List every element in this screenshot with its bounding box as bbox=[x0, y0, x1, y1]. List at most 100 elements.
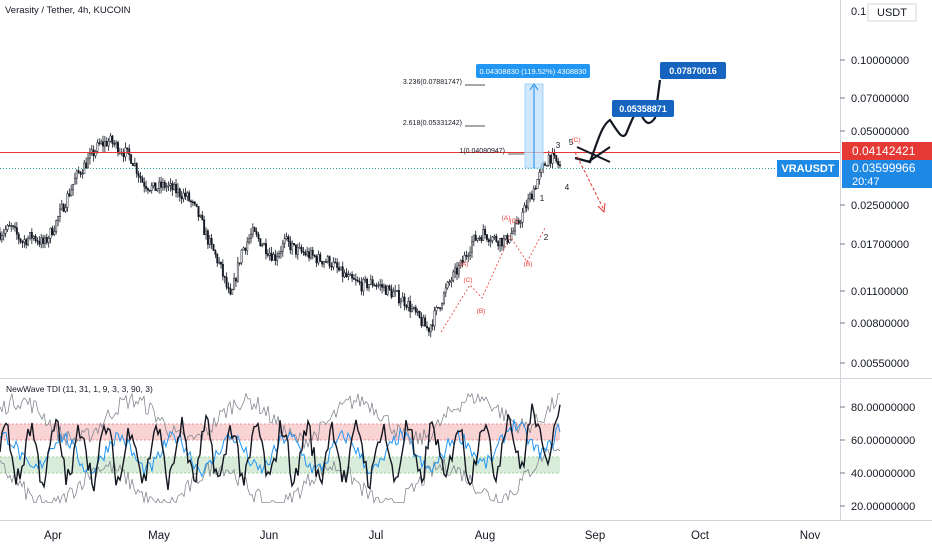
candle-body bbox=[184, 192, 187, 197]
indicator-pane[interactable] bbox=[0, 380, 840, 520]
candle-body bbox=[530, 193, 533, 200]
indicator-tick-label: 80.00000000 bbox=[851, 402, 915, 414]
candle-body bbox=[111, 135, 114, 144]
candle-body bbox=[549, 154, 552, 164]
candle-body bbox=[469, 251, 472, 257]
candle-body bbox=[40, 237, 43, 245]
time-tick-label: Jun bbox=[260, 530, 279, 542]
candle-body bbox=[308, 251, 310, 259]
candle-body bbox=[536, 179, 539, 189]
candle-body bbox=[2, 233, 5, 236]
candle-body bbox=[285, 236, 288, 240]
candle-body bbox=[167, 184, 170, 187]
measure-arrow-head bbox=[529, 83, 539, 91]
candle-body bbox=[130, 154, 133, 164]
candle-body bbox=[17, 233, 20, 240]
last-price-label: 0.03599966 bbox=[852, 161, 916, 175]
candle-body bbox=[4, 229, 7, 234]
candle-body bbox=[102, 141, 104, 147]
candle-body bbox=[523, 205, 526, 213]
candle-body bbox=[390, 288, 393, 298]
candle-body bbox=[19, 238, 22, 243]
time-tick-label: Aug bbox=[475, 530, 495, 542]
candle-body bbox=[45, 237, 48, 243]
bearish-arrow-head bbox=[597, 202, 606, 214]
candle-body bbox=[429, 324, 432, 333]
candle-body bbox=[251, 227, 254, 235]
candle-body bbox=[289, 241, 292, 251]
candle-body bbox=[274, 254, 277, 261]
indicator-signal-line bbox=[0, 419, 561, 478]
candle-body bbox=[96, 142, 99, 152]
candle-body bbox=[66, 193, 69, 208]
candle-body bbox=[291, 243, 294, 251]
time-axis[interactable]: Apr May Jun Jul Aug Sep Oct Nov bbox=[44, 530, 820, 542]
time-tick-label: May bbox=[148, 530, 170, 542]
candle-body bbox=[98, 142, 101, 145]
indicator-label[interactable]: NewWave TDI (11, 31, 1, 9, 3, 3, 90, 3) bbox=[6, 384, 153, 394]
candle-body bbox=[471, 241, 473, 253]
symbol-title[interactable]: Verasity / Tether, 4h, KUCOIN bbox=[5, 5, 131, 16]
candle-body bbox=[221, 263, 224, 277]
candle-body bbox=[411, 307, 413, 312]
candle-body bbox=[8, 225, 11, 227]
last-price-badge bbox=[842, 160, 932, 188]
candle-body bbox=[145, 186, 148, 189]
target-badge-1[interactable] bbox=[612, 100, 674, 117]
resistance-price-badge bbox=[842, 142, 932, 160]
price-axis[interactable]: 0.10000000 0.07000000 0.05000000 0.02500000… bbox=[840, 55, 909, 370]
candle-body bbox=[338, 267, 340, 271]
candle-body bbox=[163, 181, 166, 188]
candle-body bbox=[392, 291, 395, 298]
wave-label: 3 bbox=[556, 141, 561, 150]
candle-body bbox=[175, 183, 178, 194]
candle-body bbox=[25, 239, 28, 246]
candle-body bbox=[420, 317, 423, 326]
candle-body bbox=[197, 206, 200, 217]
price-pane[interactable] bbox=[0, 0, 840, 377]
candle-body bbox=[532, 188, 535, 200]
projected-wave-path bbox=[574, 79, 662, 164]
candle-body bbox=[373, 284, 376, 287]
candle-body bbox=[6, 225, 9, 230]
candle-body bbox=[495, 235, 498, 242]
candle-body bbox=[349, 274, 352, 276]
candle-body bbox=[133, 163, 136, 166]
fib-2618-label: 2.618(0.05331242) bbox=[403, 120, 462, 127]
candle-body bbox=[381, 284, 384, 288]
candle-body bbox=[409, 301, 412, 312]
candle-body bbox=[403, 296, 406, 306]
projection-cross-a bbox=[576, 146, 611, 163]
candle-body bbox=[49, 227, 52, 239]
candle-body bbox=[319, 254, 322, 262]
candle-body bbox=[255, 231, 258, 235]
candle-body bbox=[294, 244, 297, 255]
indicator-axis[interactable]: 80.00000000 60.00000000 40.00000000 20.0000… bbox=[840, 402, 915, 513]
candle-body bbox=[525, 205, 528, 209]
candle-body bbox=[416, 311, 419, 313]
candle-body bbox=[521, 211, 524, 223]
currency-box[interactable] bbox=[867, 3, 917, 22]
wave-label: 5 bbox=[569, 138, 574, 147]
candle-body bbox=[12, 225, 15, 227]
indicator-upper-bb bbox=[0, 392, 560, 449]
candles-layer[interactable] bbox=[0, 132, 561, 338]
candle-body bbox=[519, 222, 522, 224]
measure-label-box[interactable] bbox=[476, 64, 590, 78]
target-badge-2[interactable] bbox=[660, 62, 726, 79]
candle-body bbox=[15, 227, 18, 235]
candle-body bbox=[317, 254, 320, 264]
candle-body bbox=[296, 247, 299, 255]
candle-body bbox=[559, 164, 561, 167]
candle-body bbox=[171, 183, 174, 191]
candle-body bbox=[150, 185, 153, 191]
candle-body bbox=[527, 198, 530, 209]
candle-body bbox=[152, 182, 155, 187]
currency-label: USDT bbox=[877, 7, 907, 19]
candle-body bbox=[137, 173, 140, 177]
candle-body bbox=[341, 266, 344, 277]
candle-body bbox=[229, 288, 232, 295]
candle-body bbox=[405, 305, 408, 308]
time-tick-label: Oct bbox=[691, 530, 710, 542]
